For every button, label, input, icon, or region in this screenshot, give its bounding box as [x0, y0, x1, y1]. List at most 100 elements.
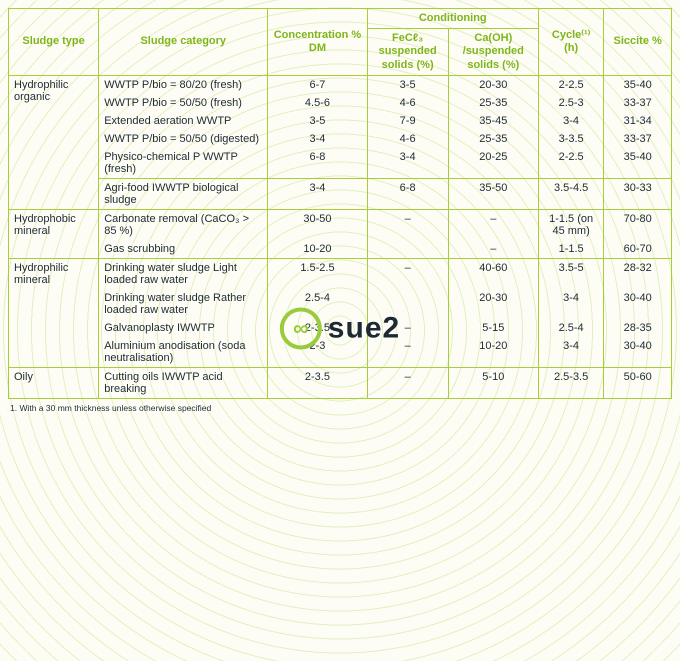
category-cell: Physico-chemical P WWTP (fresh) [99, 148, 268, 179]
category-cell: Aluminium anodisation (soda neutralisati… [99, 337, 268, 368]
hdr-fecl3: FeCℓ₃ suspended solids (%) [367, 29, 448, 76]
category-cell: WWTP P/bio = 50/50 (fresh) [99, 94, 268, 112]
siccite-cell: 30-40 [604, 289, 672, 319]
conc-cell: 4.5-6 [268, 94, 367, 112]
table-row: Physico-chemical P WWTP (fresh)6-83-420-… [9, 148, 672, 179]
caoh-cell: 35-50 [448, 178, 538, 209]
caoh-cell: 40-60 [448, 258, 538, 289]
cycle-cell: 2.5-3.5 [538, 367, 603, 398]
conc-cell: 3-5 [268, 112, 367, 130]
table-row: OilyCutting oils IWWTP acid breaking2-3.… [9, 367, 672, 398]
footnote: 1. With a 30 mm thickness unless otherwi… [8, 399, 672, 413]
sludge-type-cell: Hydrophobic mineral [9, 209, 99, 258]
table-row: Hydrophilic organicWWTP P/bio = 80/20 (f… [9, 75, 672, 94]
cycle-cell: 2-2.5 [538, 148, 603, 179]
category-cell: Galvanoplasty IWWTP [99, 319, 268, 337]
siccite-cell: 28-32 [604, 258, 672, 289]
fecl3-cell: – [367, 337, 448, 368]
category-cell: Extended aeration WWTP [99, 112, 268, 130]
siccite-cell: 33-37 [604, 130, 672, 148]
fecl3-cell: – [367, 367, 448, 398]
conc-cell: 2-3 [268, 337, 367, 368]
caoh-cell: 35-45 [448, 112, 538, 130]
siccite-cell: 70-80 [604, 209, 672, 240]
category-cell: WWTP P/bio = 80/20 (fresh) [99, 75, 268, 94]
conc-cell: 2.5-4 [268, 289, 367, 319]
fecl3-cell: 7-9 [367, 112, 448, 130]
category-cell: Cutting oils IWWTP acid breaking [99, 367, 268, 398]
table-row: Drinking water sludge Rather loaded raw … [9, 289, 672, 319]
cycle-cell: 2.5-3 [538, 94, 603, 112]
table-row: Gas scrubbing10-20 –1-1.560-70 [9, 240, 672, 259]
table-row: WWTP P/bio = 50/50 (fresh)4.5-64-625-352… [9, 94, 672, 112]
cycle-cell: 2-2.5 [538, 75, 603, 94]
cycle-cell: 3-3.5 [538, 130, 603, 148]
fecl3-cell [367, 240, 448, 259]
table-row: Hydrophobic mineralCarbonate removal (Ca… [9, 209, 672, 240]
hdr-conditioning: Conditioning [367, 9, 538, 29]
caoh-cell: 20-30 [448, 289, 538, 319]
category-cell: Agri-food IWWTP biological sludge [99, 178, 268, 209]
sludge-type-cell: Hydrophilic mineral [9, 258, 99, 367]
siccite-cell: 30-40 [604, 337, 672, 368]
caoh-cell: – [448, 240, 538, 259]
cycle-cell: 1-1.5 [538, 240, 603, 259]
table-row: Extended aeration WWTP3-57-935-453-431-3… [9, 112, 672, 130]
hdr-caoh: Ca(OH) /suspended solids (%) [448, 29, 538, 76]
cycle-cell: 1-1.5 (on 45 mm) [538, 209, 603, 240]
category-cell: Drinking water sludge Light loaded raw w… [99, 258, 268, 289]
conc-cell: 30-50 [268, 209, 367, 240]
cycle-cell: 3-4 [538, 337, 603, 368]
hdr-conc: Concentration % DM [268, 9, 367, 76]
category-cell: WWTP P/bio = 50/50 (digested) [99, 130, 268, 148]
table-row: Aluminium anodisation (soda neutralisati… [9, 337, 672, 368]
caoh-cell: 5-15 [448, 319, 538, 337]
fecl3-cell: – [367, 209, 448, 240]
caoh-cell: 10-20 [448, 337, 538, 368]
fecl3-cell: 3-4 [367, 148, 448, 179]
caoh-cell: – [448, 209, 538, 240]
table-header: Sludge type Sludge category Concentratio… [9, 9, 672, 76]
cycle-cell: 3-4 [538, 289, 603, 319]
siccite-cell: 33-37 [604, 94, 672, 112]
conc-cell: 6-7 [268, 75, 367, 94]
hdr-siccite: Siccite % [604, 9, 672, 76]
hdr-category: Sludge category [99, 9, 268, 76]
siccite-cell: 30-33 [604, 178, 672, 209]
table-row: WWTP P/bio = 50/50 (digested)3-44-625-35… [9, 130, 672, 148]
siccite-cell: 35-40 [604, 148, 672, 179]
conc-cell: 2-3.5 [268, 367, 367, 398]
caoh-cell: 5-10 [448, 367, 538, 398]
fecl3-cell: 4-6 [367, 94, 448, 112]
siccite-cell: 50-60 [604, 367, 672, 398]
caoh-cell: 20-30 [448, 75, 538, 94]
fecl3-cell: – [367, 258, 448, 289]
fecl3-cell [367, 289, 448, 319]
cycle-cell: 3.5-5 [538, 258, 603, 289]
conc-cell: 6-8 [268, 148, 367, 179]
table-body: Hydrophilic organicWWTP P/bio = 80/20 (f… [9, 75, 672, 398]
category-cell: Gas scrubbing [99, 240, 268, 259]
cycle-cell: 3.5-4.5 [538, 178, 603, 209]
conc-cell: 10-20 [268, 240, 367, 259]
sludge-type-cell: Hydrophilic organic [9, 75, 99, 209]
category-cell: Carbonate removal (CaCO₃ > 85 %) [99, 209, 268, 240]
hdr-type: Sludge type [9, 9, 99, 76]
siccite-cell: 60-70 [604, 240, 672, 259]
conc-cell: 3-4 [268, 178, 367, 209]
hdr-cycle: Cycle⁽¹⁾ (h) [538, 9, 603, 76]
caoh-cell: 20-25 [448, 148, 538, 179]
sludge-type-cell: Oily [9, 367, 99, 398]
sludge-table: Sludge type Sludge category Concentratio… [8, 8, 672, 399]
table-row: Galvanoplasty IWWTP2-3.5–5-152.5-428-35 [9, 319, 672, 337]
table-row: Agri-food IWWTP biological sludge3-46-83… [9, 178, 672, 209]
fecl3-cell: 4-6 [367, 130, 448, 148]
cycle-cell: 2.5-4 [538, 319, 603, 337]
fecl3-cell: 6-8 [367, 178, 448, 209]
category-cell: Drinking water sludge Rather loaded raw … [99, 289, 268, 319]
conc-cell: 2-3.5 [268, 319, 367, 337]
fecl3-cell: – [367, 319, 448, 337]
table-row: Hydrophilic mineralDrinking water sludge… [9, 258, 672, 289]
caoh-cell: 25-35 [448, 94, 538, 112]
caoh-cell: 25-35 [448, 130, 538, 148]
